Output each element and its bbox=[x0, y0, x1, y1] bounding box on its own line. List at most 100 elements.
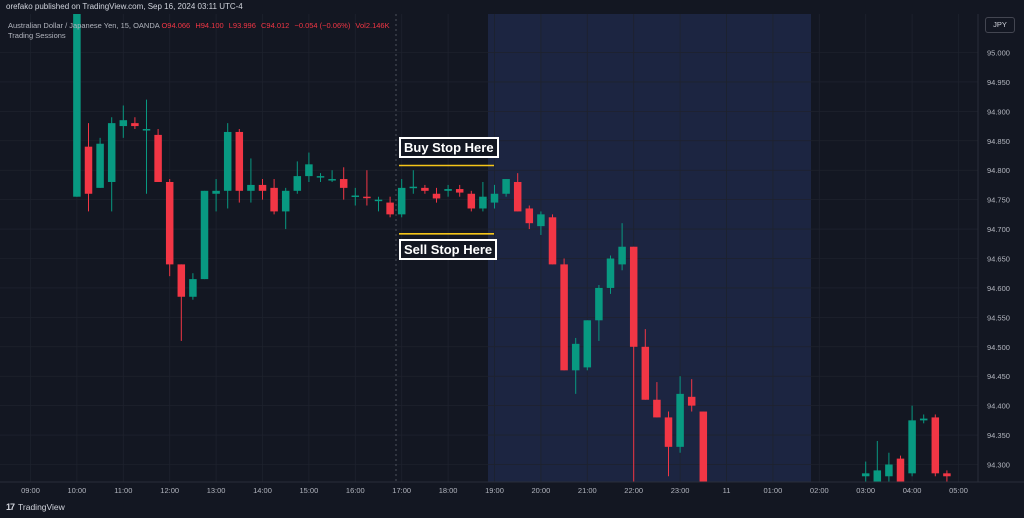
session-shading bbox=[488, 14, 811, 482]
candle bbox=[339, 167, 348, 200]
candle-body bbox=[908, 420, 916, 474]
indicator-label[interactable]: Trading Sessions bbox=[8, 31, 66, 40]
candle-body bbox=[687, 396, 696, 406]
candle bbox=[142, 99, 151, 194]
currency-button[interactable]: JPY bbox=[985, 17, 1015, 33]
candle-body bbox=[455, 189, 464, 193]
candle-body bbox=[653, 399, 661, 418]
candle bbox=[223, 123, 232, 209]
time-tick-label: 22:00 bbox=[624, 486, 643, 495]
time-tick-label: 10:00 bbox=[68, 486, 87, 495]
candle bbox=[653, 382, 661, 418]
price-tick-label: 95.000 bbox=[987, 49, 1010, 58]
candle-body bbox=[177, 264, 186, 297]
candle-body bbox=[873, 470, 882, 482]
candle bbox=[571, 337, 580, 394]
candle-body bbox=[281, 190, 290, 212]
candle bbox=[177, 264, 186, 341]
candle-body bbox=[513, 181, 522, 212]
candle bbox=[363, 170, 371, 206]
candle bbox=[513, 173, 522, 212]
candle bbox=[189, 273, 197, 300]
time-tick-label: 04:00 bbox=[903, 486, 922, 495]
time-tick-label: 14:00 bbox=[253, 486, 272, 495]
candle bbox=[281, 187, 290, 230]
candle bbox=[432, 187, 441, 203]
candle bbox=[629, 246, 638, 482]
candle bbox=[270, 179, 278, 215]
candle-body bbox=[235, 131, 244, 191]
legend-close: C94.012 bbox=[260, 21, 290, 30]
candle-body bbox=[664, 417, 673, 447]
candle-body bbox=[258, 184, 267, 191]
candle bbox=[397, 179, 406, 218]
candle bbox=[467, 190, 476, 212]
candle bbox=[316, 173, 325, 182]
candle bbox=[908, 405, 916, 477]
candle bbox=[548, 214, 557, 265]
candle bbox=[664, 411, 673, 477]
candle bbox=[618, 223, 626, 271]
price-tick-label: 94.400 bbox=[987, 402, 1010, 411]
candle-body bbox=[96, 143, 104, 188]
candle bbox=[455, 184, 464, 197]
price-tick-label: 94.700 bbox=[987, 225, 1010, 234]
candle-body bbox=[200, 190, 209, 280]
time-tick-label: 02:00 bbox=[810, 486, 829, 495]
candles bbox=[73, 14, 951, 482]
candle-body bbox=[595, 287, 603, 321]
candle-body bbox=[676, 393, 684, 447]
candle-body bbox=[247, 184, 255, 191]
candle-body bbox=[502, 179, 510, 194]
candle bbox=[943, 470, 951, 482]
candle bbox=[235, 129, 244, 203]
candle bbox=[200, 190, 209, 280]
price-tick-label: 94.450 bbox=[987, 372, 1010, 381]
legend-low: L93.996 bbox=[228, 21, 256, 30]
candle-body bbox=[467, 193, 476, 209]
symbol-name: Australian Dollar / Japanese Yen, 15, OA… bbox=[8, 21, 160, 30]
price-tick-label: 94.300 bbox=[987, 461, 1010, 470]
candle-body bbox=[943, 473, 951, 477]
price-axis: 95.000 94.950 94.900 94.850 94.800 94.750 94.7… bbox=[977, 14, 1024, 482]
candle-body bbox=[154, 134, 162, 182]
legend-change: −0.054 (−0.06%) bbox=[294, 21, 351, 30]
candle-body bbox=[293, 176, 302, 191]
candle bbox=[641, 329, 650, 400]
candle bbox=[107, 117, 116, 212]
candle bbox=[84, 123, 93, 212]
candle-body bbox=[223, 131, 232, 191]
candle-body bbox=[560, 264, 568, 371]
candle-body bbox=[885, 464, 893, 477]
candle bbox=[699, 411, 708, 482]
time-axis: 09:00 10:00 11:00 12:00 13:00 14:00 15:00 16:00… bbox=[0, 481, 1024, 500]
candle bbox=[595, 284, 603, 341]
candle-body bbox=[490, 193, 499, 203]
price-tick-label: 94.500 bbox=[987, 343, 1010, 352]
candle-body bbox=[548, 217, 557, 265]
price-tick-label: 94.650 bbox=[987, 255, 1010, 264]
candle-body bbox=[537, 214, 545, 227]
candle bbox=[386, 196, 394, 218]
candle bbox=[896, 455, 905, 482]
candle-body bbox=[397, 187, 406, 215]
price-tick-label: 94.750 bbox=[987, 196, 1010, 205]
candle-body bbox=[107, 123, 116, 182]
candle bbox=[351, 187, 360, 206]
candle-body bbox=[351, 195, 360, 198]
time-tick-label: 16:00 bbox=[346, 486, 365, 495]
candle bbox=[73, 14, 81, 197]
candle bbox=[212, 179, 220, 212]
candle bbox=[247, 158, 255, 203]
candle-body bbox=[119, 120, 128, 127]
grid-lines bbox=[0, 14, 978, 482]
candle-body bbox=[339, 179, 348, 188]
time-tick-label: 11:00 bbox=[114, 486, 132, 495]
time-axis-bg bbox=[0, 482, 978, 500]
buy-stop-annotation: Buy Stop Here bbox=[399, 137, 499, 158]
price-tick-label: 94.850 bbox=[987, 137, 1010, 146]
candle-body bbox=[374, 199, 383, 202]
candle-body bbox=[629, 246, 638, 347]
candle-body bbox=[73, 14, 81, 197]
